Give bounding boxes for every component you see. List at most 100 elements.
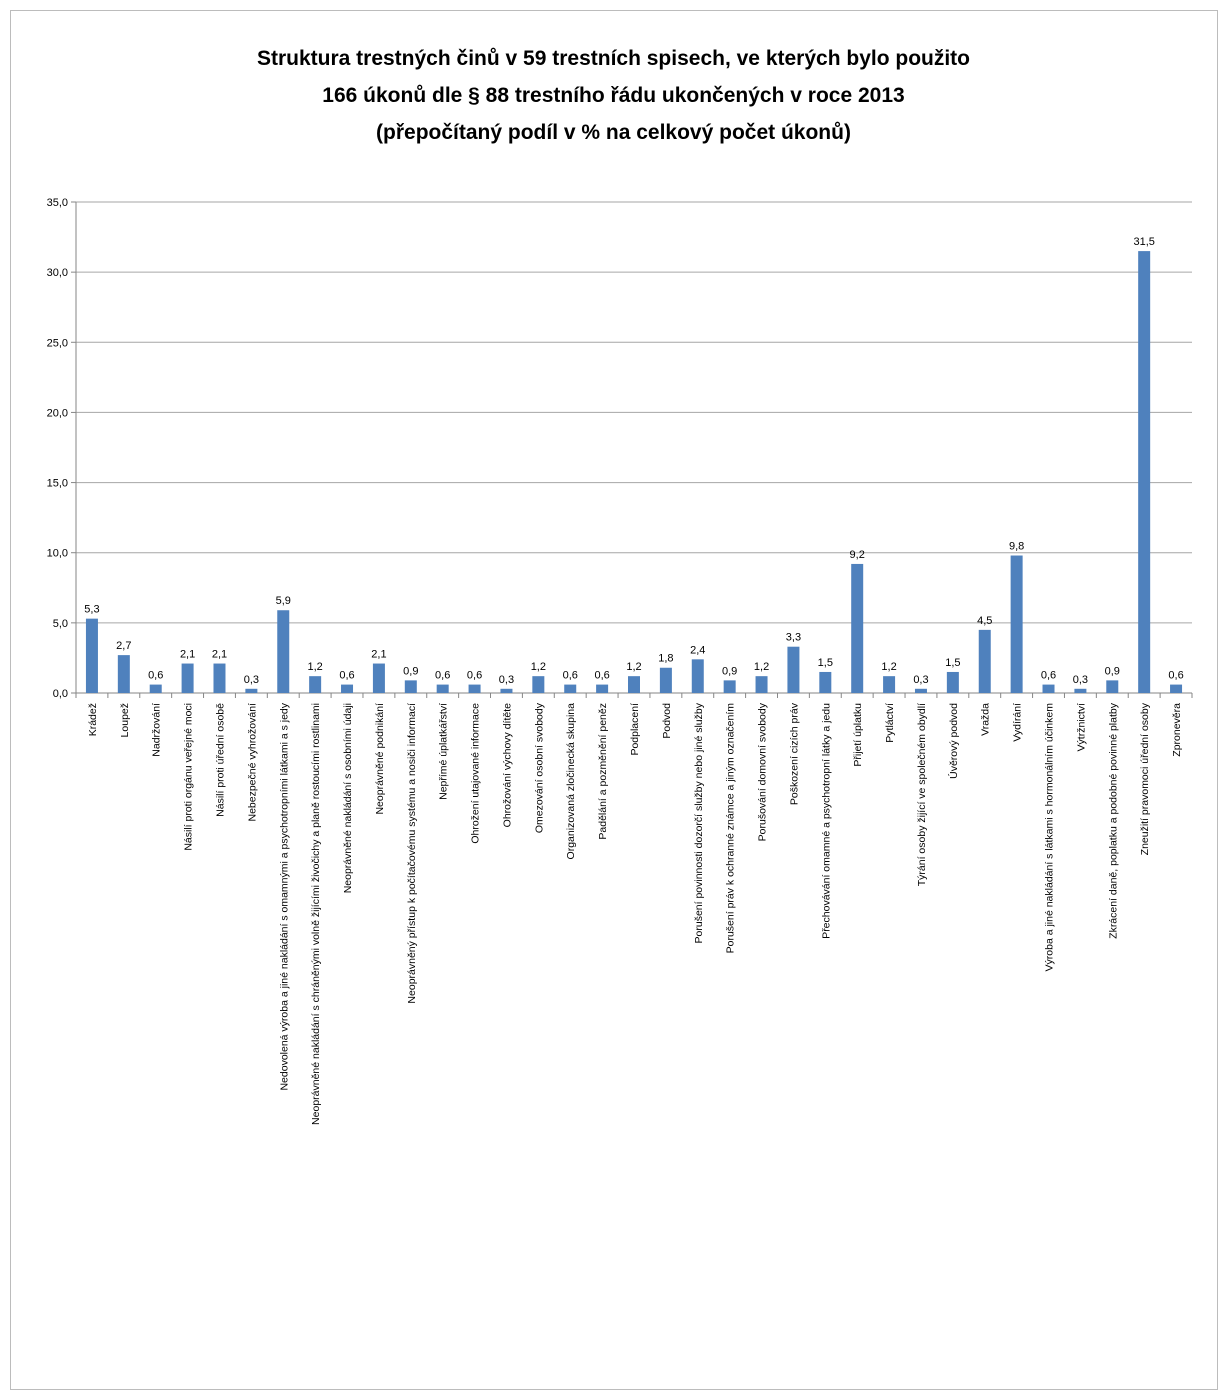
data-label: 1,8 — [658, 653, 673, 665]
data-label: 2,1 — [212, 649, 227, 661]
y-tick-label: 30,0 — [47, 267, 68, 279]
category-label: Porušení povinnosti dozorčí služby nebo … — [693, 702, 705, 943]
bar — [117, 655, 130, 693]
bar — [277, 610, 290, 693]
category-label: Výtržnictví — [1075, 703, 1087, 752]
category-label: Porušení práv k ochranné známce a jiným … — [725, 703, 737, 954]
bar — [181, 663, 194, 693]
bar — [723, 680, 736, 693]
category-label: Neoprávněný přístup k počítačovému systé… — [406, 703, 418, 1004]
bar — [978, 629, 991, 693]
data-label: 0,3 — [244, 674, 259, 686]
category-label: Týrání osoby žijící ve společném obydlí — [916, 703, 928, 886]
bar — [149, 684, 162, 693]
data-label: 0,9 — [403, 665, 418, 677]
category-label: Krádež — [87, 703, 99, 736]
data-label: 2,1 — [180, 649, 195, 661]
category-label: Přijetí úplatku — [852, 703, 864, 767]
category-label: Ohrožení utajované informace — [470, 703, 482, 844]
category-label: Násilí proti orgánu veřejné moci — [183, 703, 195, 851]
category-label: Organizovaná zločinecká skupina — [565, 703, 577, 860]
data-label: 5,3 — [84, 604, 99, 616]
category-label: Pytláctví — [884, 703, 896, 743]
category-label: Zneužití pravomoci úřední osoby — [1139, 702, 1151, 855]
data-label: 0,6 — [148, 670, 163, 682]
category-label: Vydírání — [1012, 703, 1024, 742]
bar — [914, 688, 927, 693]
chart-title-line-3: (přepočítaný podíl v % na celkový počet … — [376, 121, 851, 144]
bar — [564, 684, 577, 693]
data-label: 0,9 — [722, 665, 737, 677]
data-label: 0,3 — [499, 674, 514, 686]
data-label: 2,7 — [116, 640, 131, 652]
category-label: Násilí proti úřední osobě — [214, 703, 226, 817]
bar — [1074, 688, 1087, 693]
y-tick-label: 35,0 — [47, 197, 68, 209]
bar — [691, 659, 704, 693]
bar — [500, 688, 513, 693]
bar — [245, 688, 258, 693]
chart-frame — [10, 10, 1218, 1390]
category-label: Loupež — [119, 703, 131, 737]
category-label: Podplacení — [629, 703, 641, 756]
bar — [341, 684, 354, 693]
bar — [213, 663, 226, 693]
bar — [883, 676, 896, 693]
y-tick-label: 20,0 — [47, 407, 68, 419]
category-label: Porušování domovní svobody — [757, 702, 769, 841]
category-label: Nadržování — [151, 703, 163, 757]
bar — [819, 671, 832, 693]
data-label: 0,9 — [1105, 665, 1120, 677]
data-label: 1,2 — [881, 661, 896, 673]
bar — [659, 667, 672, 693]
data-label: 0,6 — [1041, 670, 1056, 682]
category-label: Nepřímé úplatkářství — [438, 703, 450, 800]
y-tick-label: 25,0 — [47, 337, 68, 349]
bar — [1106, 680, 1119, 693]
y-tick-label: 15,0 — [47, 478, 68, 490]
category-label: Podvod — [661, 703, 673, 739]
bar — [1010, 555, 1023, 693]
category-label: Neoprávněné nakládání s osobními údaji — [342, 703, 354, 893]
category-label: Vražda — [980, 703, 992, 736]
category-label: Omezování osobní svobody — [533, 702, 545, 833]
chart-title-line-1: Struktura trestných činů v 59 trestních … — [256, 47, 971, 70]
y-tick-label: 5,0 — [53, 618, 68, 630]
category-label: Ohrožování výchovy dítěte — [501, 703, 513, 827]
data-label: 9,2 — [850, 549, 865, 561]
data-label: 0,6 — [594, 670, 609, 682]
y-tick-label: 10,0 — [47, 548, 68, 560]
category-label: Neoprávněné podnikání — [374, 703, 386, 815]
category-label: Zkrácení daně, poplatku a podobné povinn… — [1107, 702, 1119, 939]
category-label: Úvěrový podvod — [947, 703, 960, 779]
category-label: Poškození cizích práv — [788, 702, 800, 805]
bar — [436, 684, 449, 693]
bar — [1170, 684, 1183, 693]
data-label: 1,5 — [818, 657, 833, 669]
bar — [404, 680, 417, 693]
data-label: 0,6 — [563, 670, 578, 682]
bar — [85, 618, 98, 693]
category-label: Zpronevěra — [1171, 703, 1183, 757]
data-label: 0,3 — [1073, 674, 1088, 686]
data-label: 0,3 — [913, 674, 928, 686]
bar — [309, 676, 322, 693]
bar — [851, 563, 864, 693]
data-label: 1,2 — [626, 661, 641, 673]
data-label: 9,8 — [1009, 541, 1024, 553]
data-label: 3,3 — [786, 632, 801, 644]
category-label: Výroba a jiné nakládání s látkami s horm… — [1044, 703, 1056, 972]
bar — [468, 684, 481, 693]
bar — [372, 663, 385, 693]
data-label: 1,2 — [307, 661, 322, 673]
category-label: Nedovolená výroba a jiné nakládání s oma… — [278, 702, 290, 1090]
data-label: 2,1 — [371, 649, 386, 661]
data-label: 2,4 — [690, 644, 705, 656]
category-label: Padělání a pozměnění peněz — [597, 703, 609, 840]
data-label: 0,6 — [1168, 670, 1183, 682]
data-label: 0,6 — [435, 670, 450, 682]
bar — [596, 684, 609, 693]
category-label: Přechovávání omamné a psychotropní látky… — [820, 703, 832, 939]
data-label: 4,5 — [977, 615, 992, 627]
